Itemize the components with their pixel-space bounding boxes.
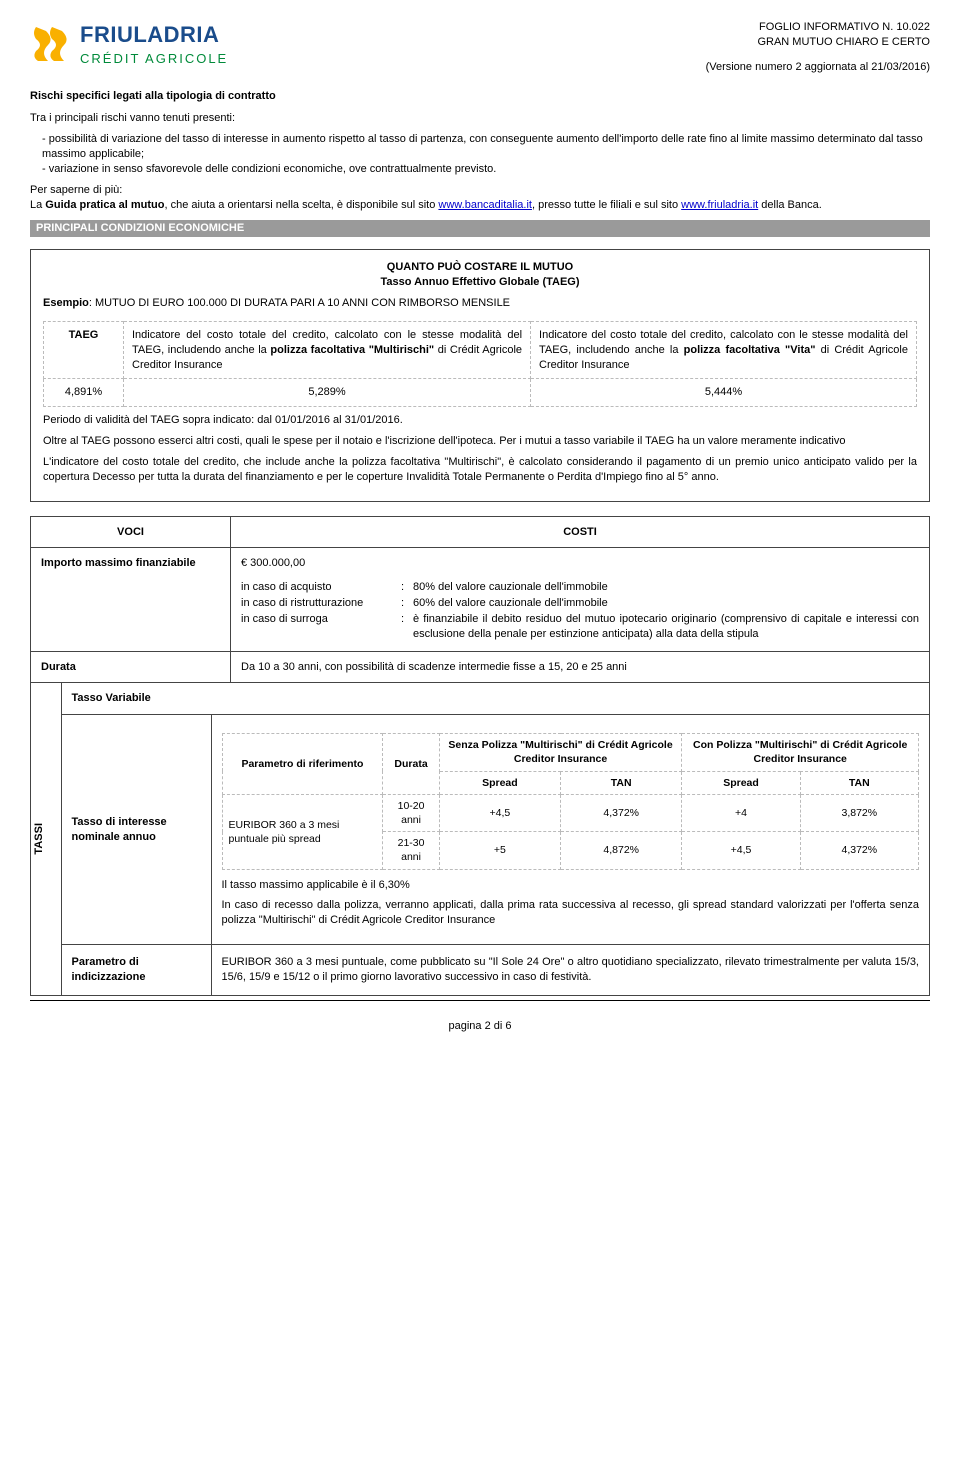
r-t2: 3,872% bbox=[800, 794, 918, 831]
case-r: 60% del valore cauzionale dell'immobile bbox=[413, 596, 919, 611]
case-l: in caso di acquisto bbox=[241, 580, 401, 595]
tasso-interesse-label: Tasso di interesse nominale annuo bbox=[61, 715, 211, 945]
r-t1: 4,372% bbox=[561, 794, 682, 831]
h-senza: Senza Polizza "Multirischi" di Crédit Ag… bbox=[439, 734, 682, 771]
h-param: Parametro di riferimento bbox=[222, 734, 383, 795]
taeg-col2: Indicatore del costo totale del credito,… bbox=[531, 321, 917, 379]
page-header: FRIULADRIA CRÉDIT AGRICOLE FOGLIO INFORM… bbox=[30, 20, 930, 75]
taeg-note1: Oltre al TAEG possono esserci altri cost… bbox=[43, 434, 917, 449]
link-friuladria[interactable]: www.friuladria.it bbox=[681, 199, 758, 211]
cost-subtitle: Tasso Annuo Effettivo Globale (TAEG) bbox=[43, 275, 917, 290]
r-t1: 4,872% bbox=[561, 832, 682, 869]
param-val: EURIBOR 360 a 3 mesi puntuale più spread bbox=[222, 794, 383, 869]
indicizz-text: EURIBOR 360 a 3 mesi puntuale, come pubb… bbox=[211, 945, 929, 995]
logo-subtitle: CRÉDIT AGRICOLE bbox=[80, 50, 228, 68]
doc-ref: FOGLIO INFORMATIVO N. 10.022 bbox=[706, 20, 930, 35]
risks-heading: Rischi specifici legati alla tipologia d… bbox=[30, 89, 930, 104]
voci-table: VOCI COSTI Importo massimo finanziabile … bbox=[30, 516, 930, 996]
sub-tan: TAN bbox=[561, 771, 682, 794]
t: della Banca. bbox=[758, 199, 822, 211]
t: , che aiuta a orientarsi nella scelta, è… bbox=[164, 199, 438, 211]
h-con: Con Polizza "Multirischi" di Crédit Agri… bbox=[682, 734, 919, 771]
case-r: è finanziabile il debito residuo del mut… bbox=[413, 612, 919, 642]
r-durata: 21-30 anni bbox=[383, 832, 439, 869]
logo-title: FRIULADRIA bbox=[80, 20, 228, 50]
recesso-note: In caso di recesso dalla polizza, verran… bbox=[222, 898, 920, 928]
indicizz-label: Parametro di indicizzazione bbox=[61, 945, 211, 995]
risk-item: possibilità di variazione del tasso di i… bbox=[42, 132, 930, 162]
sub-spread: Spread bbox=[682, 771, 800, 794]
cost-box: QUANTO PUÒ COSTARE IL MUTUO Tasso Annuo … bbox=[30, 249, 930, 501]
doc-version: (Versione numero 2 aggiornata al 21/03/2… bbox=[706, 60, 930, 75]
taeg-label: TAEG bbox=[44, 321, 124, 379]
durata-label: Durata bbox=[31, 651, 231, 683]
guide-name: Guida pratica al mutuo bbox=[45, 199, 164, 211]
taeg-pct2: 5,444% bbox=[531, 379, 917, 407]
r-s2: +4,5 bbox=[682, 832, 800, 869]
case-l: in caso di surroga bbox=[241, 612, 401, 642]
example-label: Esempio bbox=[43, 297, 89, 309]
more-label: Per saperne di più: bbox=[30, 184, 122, 196]
tasso-variabile-header: Tasso Variabile bbox=[61, 683, 929, 714]
h-durata: Durata bbox=[383, 734, 439, 795]
case-r: 80% del valore cauzionale dell'immobile bbox=[413, 580, 919, 595]
risks-intro: Tra i principali rischi vanno tenuti pre… bbox=[30, 111, 930, 126]
voci-header: VOCI bbox=[31, 516, 231, 548]
more-info: Per saperne di più: La Guida pratica al … bbox=[30, 183, 930, 213]
t: La bbox=[30, 199, 45, 211]
taeg-table: TAEG Indicatore del costo totale del cre… bbox=[43, 321, 917, 407]
risks-list: possibilità di variazione del tasso di i… bbox=[30, 132, 930, 177]
max-rate: Il tasso massimo applicabile è il 6,30% bbox=[222, 878, 920, 893]
link-bancaditalia[interactable]: www.bancaditalia.it bbox=[438, 199, 532, 211]
importo-amount: € 300.000,00 bbox=[241, 556, 919, 571]
importo-content: € 300.000,00 in caso di acquisto:80% del… bbox=[231, 548, 930, 651]
rates-table: Parametro di riferimento Durata Senza Po… bbox=[222, 733, 920, 869]
sub-tan: TAN bbox=[800, 771, 918, 794]
r-s2: +4 bbox=[682, 794, 800, 831]
page-footer: pagina 2 di 6 bbox=[30, 1019, 930, 1034]
taeg-col1: Indicatore del costo totale del credito,… bbox=[124, 321, 531, 379]
durata-text: Da 10 a 30 anni, con possibilità di scad… bbox=[231, 651, 930, 683]
taeg-note2: L'indicatore del costo totale del credit… bbox=[43, 455, 917, 485]
case-l: in caso di ristrutturazione bbox=[241, 596, 401, 611]
taeg-validity: Periodo di validità del TAEG sopra indic… bbox=[43, 413, 917, 428]
header-meta: FOGLIO INFORMATIVO N. 10.022 GRAN MUTUO … bbox=[706, 20, 930, 75]
costi-header: COSTI bbox=[231, 516, 930, 548]
taeg-pct1: 5,289% bbox=[124, 379, 531, 407]
logo: FRIULADRIA CRÉDIT AGRICOLE bbox=[30, 20, 228, 67]
r-durata: 10-20 anni bbox=[383, 794, 439, 831]
cost-example: Esempio: MUTUO DI EURO 100.000 DI DURATA… bbox=[43, 296, 917, 311]
risk-item: variazione in senso sfavorevole delle co… bbox=[42, 162, 930, 177]
r-s1: +4,5 bbox=[439, 794, 560, 831]
importo-label: Importo massimo finanziabile bbox=[31, 548, 231, 651]
tassi-vertical-label: TASSI bbox=[32, 823, 47, 855]
t: , presso tutte le filiali e sul sito bbox=[532, 199, 681, 211]
logo-icon bbox=[30, 23, 72, 65]
sub-spread: Spread bbox=[439, 771, 560, 794]
doc-title: GRAN MUTUO CHIARO E CERTO bbox=[706, 35, 930, 50]
cost-title: QUANTO PUÒ COSTARE IL MUTUO bbox=[43, 260, 917, 275]
example-text: : MUTUO DI EURO 100.000 DI DURATA PARI A… bbox=[89, 297, 510, 309]
tasso-interesse-content: Parametro di riferimento Durata Senza Po… bbox=[211, 715, 929, 945]
section-bar: PRINCIPALI CONDIZIONI ECONOMICHE bbox=[30, 220, 930, 237]
taeg-pct0: 4,891% bbox=[44, 379, 124, 407]
r-t2: 4,372% bbox=[800, 832, 918, 869]
r-s1: +5 bbox=[439, 832, 560, 869]
